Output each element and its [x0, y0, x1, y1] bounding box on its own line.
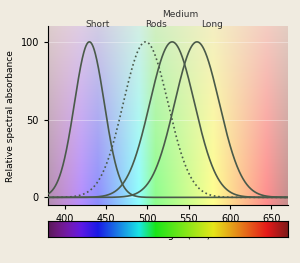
- X-axis label: Wavelength (nm): Wavelength (nm): [126, 230, 210, 240]
- Y-axis label: Relative spectral absorbance: Relative spectral absorbance: [6, 50, 15, 182]
- Text: Short: Short: [85, 21, 110, 29]
- Text: Rods: Rods: [145, 21, 166, 29]
- Text: Long: Long: [201, 21, 223, 29]
- Text: Medium: Medium: [162, 9, 199, 18]
